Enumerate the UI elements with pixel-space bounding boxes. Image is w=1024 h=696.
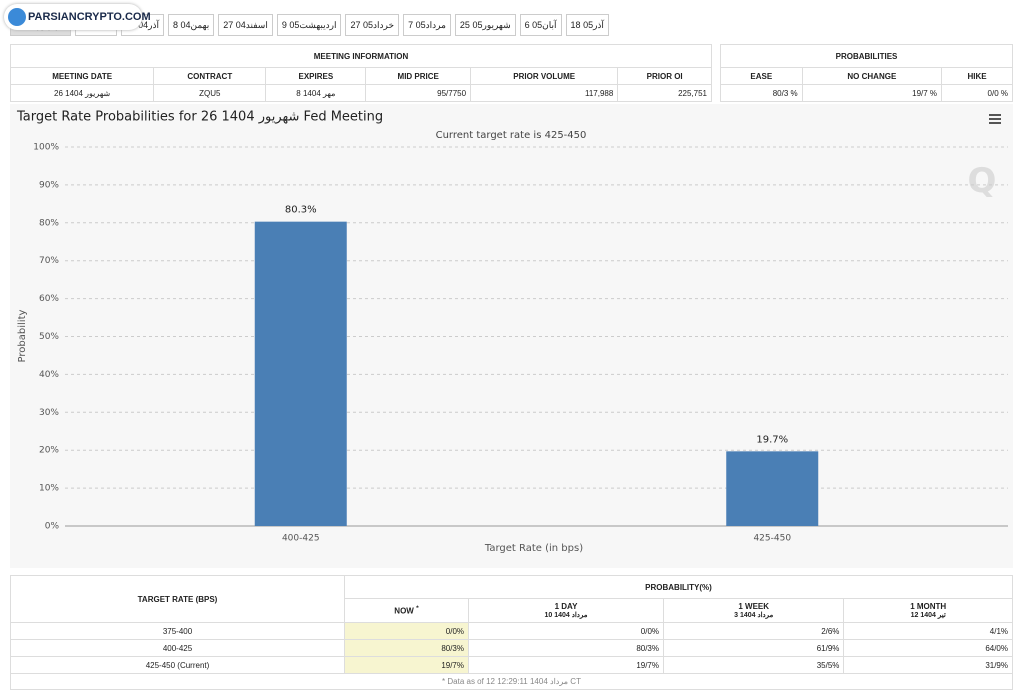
- logo: PARSIANCRYPTO.COM: [4, 4, 151, 30]
- period-date: 12 تیر 1404: [910, 612, 946, 619]
- tab[interactable]: مرداد05 7: [403, 14, 451, 36]
- cell: 26 شهریور 1404: [9, 84, 155, 102]
- bar: [254, 221, 347, 526]
- menu-icon[interactable]: [989, 114, 1001, 124]
- header: 1 WEEK 3 مرداد 1404: [662, 598, 845, 623]
- row: 425-450 (Current) 19/7% 19/7% 35/5% 31/9%: [10, 656, 1013, 674]
- cell: 400-425: [10, 639, 345, 657]
- column-header: CONTRACT: [153, 67, 267, 85]
- cell: 35/5%: [662, 656, 845, 674]
- y-axis-label: Probability: [17, 309, 28, 362]
- cell: 425-450 (Current): [10, 656, 345, 674]
- column-header: HIKE: [941, 67, 1013, 85]
- column-header: MEETING DATE: [9, 67, 155, 85]
- tab[interactable]: آذر05 18: [565, 14, 609, 36]
- column-header: EASE: [720, 67, 803, 85]
- y-tick-label: 40%: [39, 370, 59, 380]
- column-header: NO CHANGE: [801, 67, 943, 85]
- y-tick-label: 0%: [45, 522, 60, 532]
- footnote: * Data as of 12 مرداد 1404 12:29:11 CT: [10, 673, 1013, 690]
- chart-panel: Target Rate Probabilities for 26 شهریور …: [10, 104, 1013, 568]
- cell: 375-400: [10, 622, 345, 640]
- y-tick-label: 20%: [39, 446, 59, 456]
- row: 375-400 0/0% 0/0% 2/6% 4/1%: [10, 622, 1013, 640]
- cell: 0/0%: [344, 622, 469, 640]
- column-header: PRIOR VOLUME: [470, 67, 619, 85]
- watermark: Q: [968, 161, 997, 201]
- row: 400-425 80/3% 80/3% 61/9% 64/0%: [10, 639, 1013, 657]
- cell: 31/9%: [843, 656, 1013, 674]
- chart: Target Rate Probabilities for 26 شهریور …: [16, 110, 1008, 554]
- period-date: 3 مرداد 1404: [734, 612, 774, 619]
- cell: 4/1%: [843, 622, 1013, 640]
- y-tick-label: 50%: [39, 332, 59, 342]
- y-tick-label: 60%: [39, 294, 59, 304]
- meeting-table: MEETING INFORMATION MEETING DATE CONTRACT…: [9, 44, 712, 102]
- tab[interactable]: خرداد05 27: [345, 14, 400, 36]
- tab[interactable]: آبان05 6: [519, 14, 562, 36]
- period-date: 10 مرداد 1404: [544, 612, 588, 619]
- tab[interactable]: اسفند04 27: [218, 14, 273, 36]
- cell: 95/7750: [365, 84, 472, 102]
- y-tick-label: 100%: [33, 143, 59, 153]
- data-label: 19.7%: [756, 434, 788, 445]
- bar: [726, 451, 819, 526]
- cell: ZQU5: [153, 84, 267, 102]
- cell: 19/7%: [344, 656, 469, 674]
- cell: 2/6%: [662, 622, 845, 640]
- data-label: 80.3%: [285, 205, 317, 216]
- x-axis-label: Target Rate (in bps): [484, 543, 583, 554]
- x-tick-label: 400-425: [282, 534, 320, 544]
- table-title: MEETING INFORMATION: [10, 44, 712, 68]
- header: 1 DAY 10 مرداد 1404: [468, 598, 664, 623]
- cell: 80/3 %: [720, 84, 803, 102]
- table-title: PROBABILITIES: [720, 44, 1013, 68]
- cell: 64/0%: [843, 639, 1013, 657]
- period-name: 1 MONTH: [910, 602, 947, 611]
- history-table: TARGET RATE (BPS) PROBABILITY(%) NOW * 1…: [10, 575, 1013, 690]
- tab[interactable]: اردیبهشت05 9: [276, 14, 342, 36]
- header: NOW *: [344, 598, 469, 623]
- note-mark: *: [416, 605, 419, 613]
- column-header: EXPIRES: [265, 67, 367, 85]
- cell: 117,988: [470, 84, 619, 102]
- tab[interactable]: شهریور05 25: [454, 14, 516, 36]
- period-name: 1 WEEK: [738, 602, 770, 611]
- column-header: PRIOR OI: [617, 67, 712, 85]
- cell: 61/9%: [662, 639, 845, 657]
- chart-subtitle: Current target rate is 425-450: [436, 130, 587, 141]
- cell: 80/3%: [344, 639, 469, 657]
- cell: 8 مهر 1404: [265, 84, 367, 102]
- header: PROBABILITY(%): [344, 575, 1013, 599]
- cell: 19/7 %: [801, 84, 943, 102]
- x-tick-label: 425-450: [753, 534, 791, 544]
- y-tick-label: 30%: [39, 408, 59, 418]
- cell: 225,751: [617, 84, 712, 102]
- cell: 0/0%: [468, 622, 664, 640]
- cell: 0/0 %: [941, 84, 1013, 102]
- probabilities-table: PROBABILITIES EASE NO CHANGE HIKE 80/3 % 19…: [720, 44, 1013, 102]
- y-tick-label: 10%: [39, 484, 59, 494]
- y-tick-label: 90%: [39, 180, 59, 190]
- header: 1 MONTH 12 تیر 1404: [843, 598, 1013, 623]
- cell: 19/7%: [468, 656, 664, 674]
- y-tick-label: 80%: [39, 218, 59, 228]
- chart-title: Target Rate Probabilities for 26 شهریور …: [16, 110, 383, 125]
- header: TARGET RATE (BPS): [10, 575, 345, 623]
- period-name: 1 DAY: [554, 602, 578, 611]
- tab[interactable]: بهمن04 8: [167, 14, 215, 36]
- column-header: MID PRICE: [365, 67, 472, 85]
- cell: 80/3%: [468, 639, 664, 657]
- header-text: NOW: [394, 606, 414, 616]
- y-tick-label: 70%: [39, 256, 59, 266]
